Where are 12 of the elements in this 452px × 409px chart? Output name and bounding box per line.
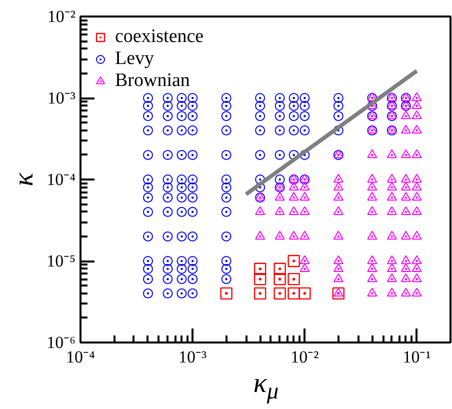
x-tick-label: 10⁻²: [290, 348, 319, 366]
y-axis-title: κ: [8, 172, 40, 186]
y-tick-label: 10⁻⁵: [46, 252, 76, 270]
x-tick-label: 10⁻³: [178, 348, 207, 366]
legend-label: Brownian: [115, 70, 190, 92]
legend-label: coexistence: [115, 26, 204, 48]
legend-label: Levy: [115, 48, 154, 70]
y-tick-label: 10⁻³: [47, 88, 76, 108]
x-axis-title: κ$_{μ}$: [253, 367, 279, 407]
y-tick-label: 10⁻²: [47, 7, 76, 26]
y-tick-label: 10⁻⁴: [46, 170, 76, 189]
x-tick-label: 10⁻¹: [402, 348, 431, 366]
